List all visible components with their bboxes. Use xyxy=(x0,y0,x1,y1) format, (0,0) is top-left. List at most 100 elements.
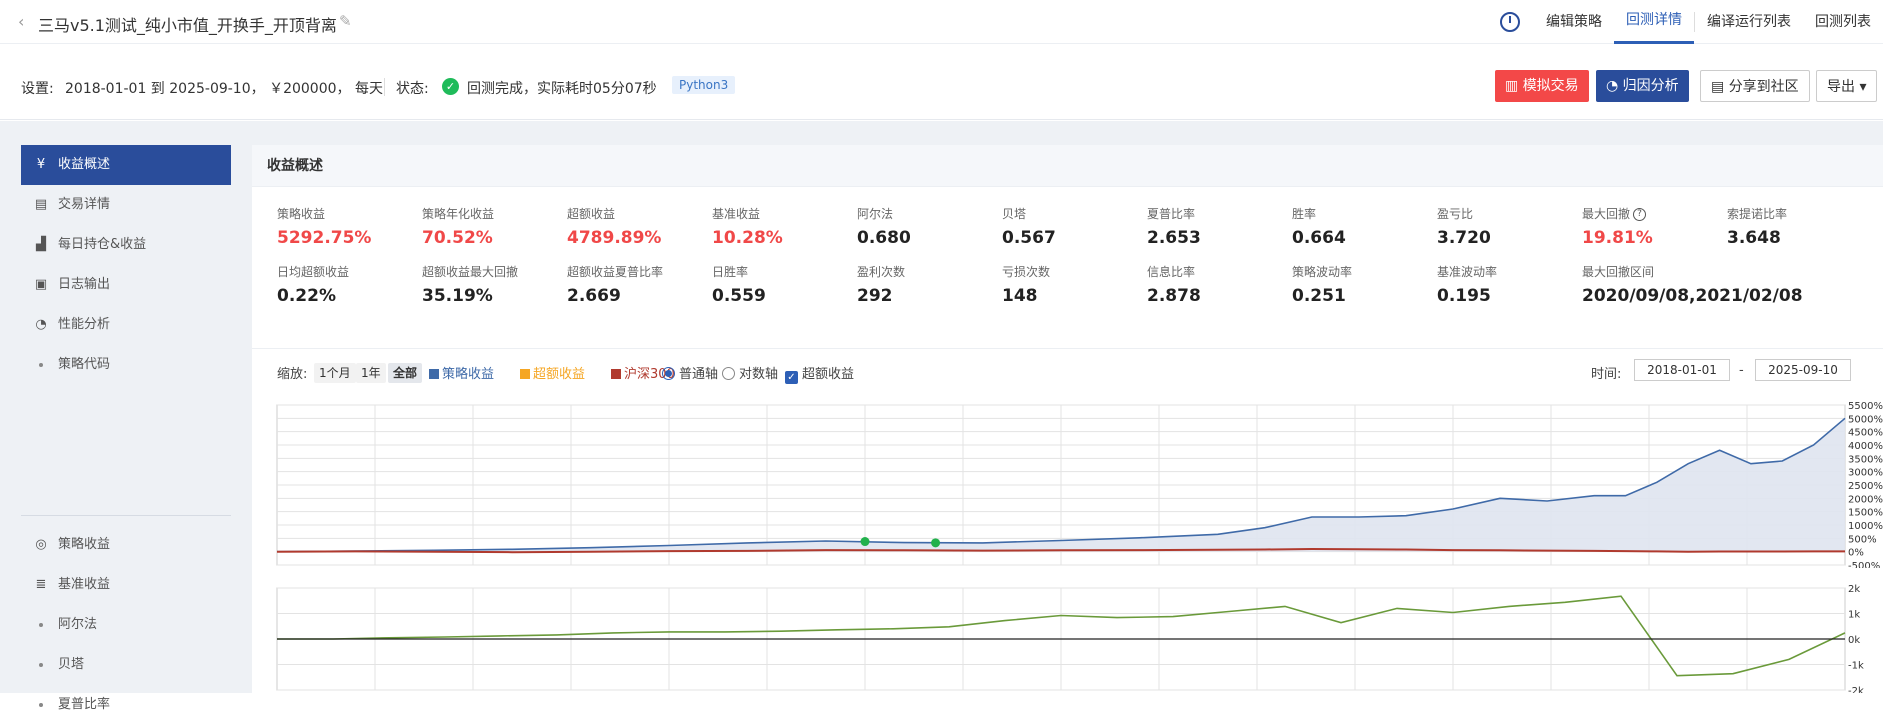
nav-backtest-list[interactable]: 回测列表 xyxy=(1815,14,1871,30)
metric-value: 148 xyxy=(1002,286,1038,306)
metric-label-text: 盈亏比 xyxy=(1437,207,1474,221)
calendar-icon: ▣ xyxy=(34,277,48,292)
zoom-1-year-button[interactable]: 1年 xyxy=(356,363,386,383)
language-badge: Python3 xyxy=(672,76,736,94)
metric-label-text: 最大回撤 xyxy=(1582,207,1631,221)
sidebar-item-label: 阿尔法 xyxy=(58,617,98,632)
export-dropdown[interactable]: 导出 ▾ xyxy=(1816,70,1878,102)
y-tick-label: 3500% xyxy=(1848,454,1883,465)
series-line xyxy=(277,595,1846,677)
sidebar-item-alpha[interactable]: 阿尔法 xyxy=(21,605,231,645)
metric-label: 盈亏比 xyxy=(1437,205,1583,222)
metric-label-text: 基准收益 xyxy=(712,207,761,221)
return-overview-panel: 收益概述 策略收益 5292.75% 策略年化收益 70.52% 超额收益 4789.89… xyxy=(252,145,1883,693)
sidebar-item-benchmark-return[interactable]: ≣ 基准收益 xyxy=(21,565,231,605)
start-date-input[interactable]: 2018-01-01 xyxy=(1634,359,1730,381)
sidebar-item-performance[interactable]: ◔ 性能分析 xyxy=(21,305,231,345)
top-nav: 编辑策略 回测详情 编译运行列表 回测列表 xyxy=(1500,0,1883,44)
zoom-1-month-button[interactable]: 1个月 xyxy=(314,363,356,383)
nav-edit-strategy[interactable]: 编辑策略 xyxy=(1546,14,1602,30)
top-bar: ‹ 三马v5.1测试_纯小市值_开换手_开顶背离 ✎ 编辑策略 回测详情 编译运… xyxy=(0,0,1883,44)
simulate-trade-label: 模拟交易 xyxy=(1522,78,1579,94)
metric-value: 5292.75% xyxy=(277,228,372,248)
sidebar-item-trade-detail[interactable]: ▤ 交易详情 xyxy=(21,185,231,225)
sidebar-item-strategy-code[interactable]: 策略代码 xyxy=(21,345,231,385)
legend-excess-return[interactable]: 超额收益 xyxy=(520,363,585,382)
metric-value: 0.251 xyxy=(1292,286,1346,306)
y-tick-label: 0% xyxy=(1848,548,1864,559)
series-line xyxy=(276,417,1846,553)
metric-value: 2.669 xyxy=(567,286,621,306)
y-tick-label: 5500% xyxy=(1848,401,1883,412)
metric-value: 2.653 xyxy=(1147,228,1201,248)
bar-chart-icon: ▟ xyxy=(36,237,46,252)
check-circle-icon: ✓ xyxy=(442,78,459,95)
metric-label-text: 超额收益 xyxy=(567,207,616,221)
axis-normal-radio[interactable]: 普通轴 xyxy=(662,363,718,382)
trade-marker xyxy=(860,537,870,547)
attribution-button[interactable]: ◔ 归因分析 xyxy=(1596,70,1689,102)
sidebar-item-label: 贝塔 xyxy=(58,657,85,672)
yen-icon: ¥ xyxy=(36,157,46,172)
y-tick-label: 2k xyxy=(1848,584,1860,595)
sidebar-item-strategy-return[interactable]: ◎ 策略收益 xyxy=(21,525,231,565)
metric-cell: 策略收益 5292.75% xyxy=(277,205,423,248)
back-chevron-icon[interactable]: ‹ xyxy=(18,12,25,31)
metric-label-text: 策略年化收益 xyxy=(422,207,495,221)
metric-label-text: 日胜率 xyxy=(712,265,749,279)
edit-pencil-icon[interactable]: ✎ xyxy=(339,12,352,30)
sidebar-item-label: 性能分析 xyxy=(58,317,111,332)
metric-label: 贝塔 xyxy=(1002,205,1148,222)
zoom-all-button[interactable]: 全部 xyxy=(388,363,423,383)
metric-cell: 夏普比率 2.653 xyxy=(1147,205,1293,248)
end-date-input[interactable]: 2025-09-10 xyxy=(1755,359,1851,381)
trade-marker xyxy=(931,538,941,548)
sidebar-item-return-overview[interactable]: ¥ 收益概述 xyxy=(21,145,231,185)
sidebar-item-label: 策略代码 xyxy=(58,357,111,372)
metric-label: 超额收益 xyxy=(567,205,713,222)
metric-label-text: 夏普比率 xyxy=(1147,207,1196,221)
time-label: 时间: xyxy=(1591,367,1622,382)
sidebar-item-log-output[interactable]: ▣ 日志输出 xyxy=(21,265,231,305)
metric-value: 70.52% xyxy=(422,228,493,248)
sidebar-item-sharpe[interactable]: 夏普比率 xyxy=(21,685,231,725)
y-tick-label: 5000% xyxy=(1848,414,1883,425)
excess-return-checkbox[interactable]: ✓ 超额收益 xyxy=(785,363,854,384)
sidebar-item-daily-position[interactable]: ▟ 每日持仓&收益 xyxy=(21,225,231,265)
return-chart[interactable]: 5500% 5000% 4500% 4000% 3500% 3000% 2500% 2000%… xyxy=(252,397,1883,568)
nav-backtest-detail[interactable]: 回测详情 xyxy=(1614,0,1694,44)
legend-swatch xyxy=(429,369,439,379)
metric-label-text: 阿尔法 xyxy=(857,207,894,221)
nav-compile-list[interactable]: 编译运行列表 xyxy=(1707,14,1791,30)
bullet-icon xyxy=(39,623,43,627)
metric-cell: 最大回撤区间 2020/09/08,2021/02/08 xyxy=(1582,263,1803,306)
metric-label-text: 超额收益最大回撤 xyxy=(422,265,519,279)
metric-value: 10.28% xyxy=(712,228,783,248)
sidebar-item-label: 每日持仓&收益 xyxy=(58,237,147,252)
metric-value: 0.680 xyxy=(857,228,911,248)
y-tick-label: 2000% xyxy=(1848,494,1883,505)
share-community-button[interactable]: ▤ 分享到社区 xyxy=(1700,70,1810,102)
legend-strategy-return[interactable]: 策略收益 xyxy=(429,363,494,382)
metric-label: 策略年化收益 xyxy=(422,205,568,222)
metric-label: 策略收益 xyxy=(277,205,423,222)
share-label: 分享到社区 xyxy=(1728,79,1799,95)
sidebar-item-beta[interactable]: 贝塔 xyxy=(21,645,231,685)
metric-label: 夏普比率 xyxy=(1147,205,1293,222)
sidebar-item-label: 交易详情 xyxy=(58,197,111,212)
sidebar-item-label: 策略收益 xyxy=(58,537,111,552)
settings-label: 设置: xyxy=(21,81,54,97)
simulate-trade-button[interactable]: ▥ 模拟交易 xyxy=(1495,70,1589,102)
series-line xyxy=(276,547,1845,554)
settings-bar: 设置: 2018-01-01 到 2025-09-10， ￥200000， 每天… xyxy=(0,44,1883,120)
help-icon[interactable]: ? xyxy=(1633,208,1647,221)
metric-value: 2.878 xyxy=(1147,286,1201,306)
metric-label: 盈利次数 xyxy=(857,263,1003,280)
metric-label: 日均超额收益 xyxy=(277,263,423,280)
radio-icon xyxy=(722,367,735,380)
metric-value: 0.664 xyxy=(1292,228,1346,248)
metric-label-text: 日均超额收益 xyxy=(277,265,350,279)
sidebar-item-label: 夏普比率 xyxy=(58,697,111,712)
axis-log-radio[interactable]: 对数轴 xyxy=(722,363,778,382)
